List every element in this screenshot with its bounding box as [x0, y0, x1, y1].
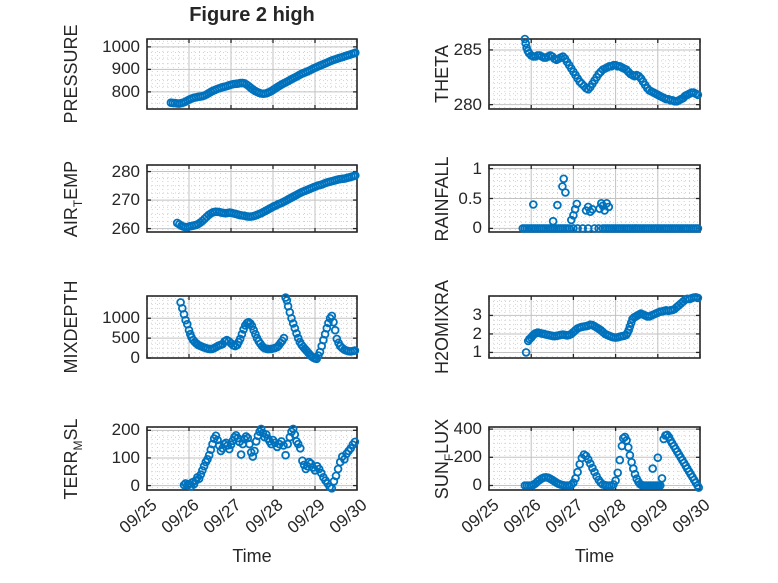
ylabel-part: TERR: [61, 450, 81, 500]
axis-ticks: [146, 165, 358, 232]
x-axis-label-right: Time: [574, 546, 615, 566]
rainfall-series: [518, 174, 703, 233]
terrmsl-series: [179, 424, 360, 493]
axis-box: [146, 38, 358, 110]
ylabel-part: T: [71, 199, 85, 207]
axis-ticks: [488, 39, 701, 109]
pressure-series: [166, 48, 360, 108]
y-tick-label: 0: [130, 348, 140, 367]
y-tick-label: 260: [111, 218, 140, 238]
y-tick-label: 500: [111, 328, 140, 348]
axis-box: [488, 295, 701, 359]
axis-box: [146, 164, 358, 233]
subplot-pressure: [146, 38, 360, 110]
subplot-rainfall: [488, 164, 703, 233]
ylabel-part: LUX: [432, 418, 452, 454]
subplot-mixdepth: [146, 293, 360, 364]
airtemp-series: [172, 171, 360, 232]
terrmsl-ylabel: TERRMSL: [59, 359, 85, 559]
y-tick-label: 3: [472, 305, 482, 325]
axis-box: [146, 295, 358, 359]
y-tick-label: 280: [453, 94, 482, 114]
ylabel-part: SUN: [432, 460, 452, 499]
subplot-h2omixra: [488, 292, 703, 359]
mixdepth-series: [176, 293, 360, 364]
ylabel-part: M: [71, 440, 85, 451]
y-tick-label: 0: [130, 475, 140, 495]
y-tick-label: 285: [453, 39, 482, 59]
y-tick-label: 800: [111, 81, 140, 101]
major-grid: [147, 165, 357, 232]
theta-series: [520, 34, 703, 106]
subplot-terrmsl: [146, 424, 360, 493]
y-tick-label: 1: [472, 158, 482, 178]
y-tick-label: 0: [472, 475, 482, 495]
y-tick-label: 1000: [102, 308, 140, 328]
ylabel-part: SL: [61, 417, 81, 441]
y-tick-label: 0.5: [458, 188, 482, 208]
ylabel-part: F: [442, 453, 456, 461]
axis-ticks: [146, 427, 358, 490]
axis-ticks: [146, 39, 358, 109]
subplot-airtemp: [146, 164, 360, 233]
h2omixra-series: [521, 292, 703, 357]
minor-grid: [147, 165, 357, 232]
ylabel-part: THETA: [432, 45, 452, 103]
y-tick-label: 0: [472, 218, 482, 238]
major-grid: [147, 39, 357, 109]
y-tick-label: 270: [111, 190, 140, 210]
y-tick-label: 200: [111, 420, 140, 440]
subplot-sunflux: [488, 426, 704, 492]
axis-box: [488, 38, 701, 110]
ylabel-part: EMP: [61, 160, 81, 200]
y-tick-label: 280: [111, 161, 140, 181]
minor-grid: [147, 39, 357, 109]
y-tick-label: 200: [453, 447, 482, 467]
sunflux-series: [520, 430, 704, 492]
y-tick-label: 400: [453, 419, 482, 439]
x-axis-label-left: Time: [232, 546, 272, 566]
y-tick-label: 1000: [102, 36, 140, 56]
y-tick-label: 1: [472, 342, 482, 362]
major-grid: [489, 296, 700, 358]
figure-title: Figure 2 high: [189, 4, 315, 26]
y-tick-label: 900: [111, 59, 140, 79]
axis-box: [488, 426, 701, 491]
y-tick-label: 100: [111, 447, 140, 467]
subplot-theta: [488, 34, 703, 110]
y-tick-label: 2: [472, 323, 482, 343]
